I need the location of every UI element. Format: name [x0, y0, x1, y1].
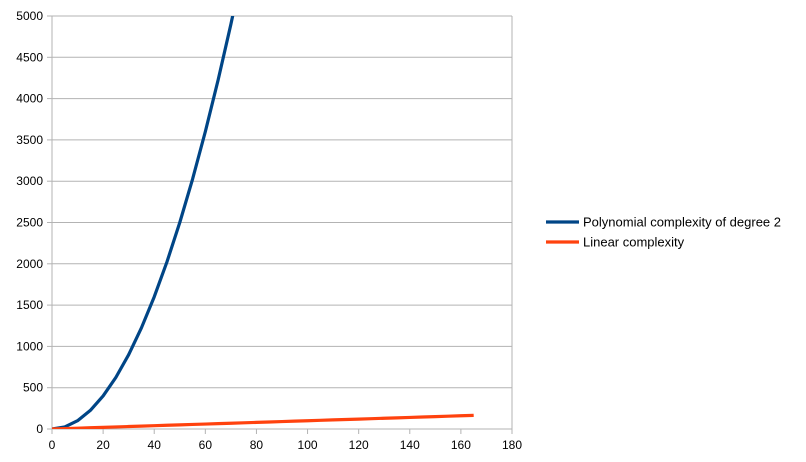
y-tick-label: 4000: [16, 92, 43, 106]
series-line-linear: [52, 415, 474, 429]
y-tick-label: 2500: [16, 216, 43, 230]
y-tick-label: 3000: [16, 174, 43, 188]
y-tick-labels: 0 500 1000 1500 2000 2500 3000 3500 4000 4500 5000: [16, 9, 43, 436]
x-tick-label: 100: [298, 438, 318, 452]
legend-label-linear: Linear complexity: [583, 235, 685, 250]
x-tick-label: 40: [148, 438, 162, 452]
x-tick-label: 80: [250, 438, 264, 452]
legend-label-polynomial: Polynomial complexity of degree 2: [583, 215, 781, 230]
y-tick-label: 1000: [16, 339, 43, 353]
y-tick-label: 2000: [16, 257, 43, 271]
x-tick-label: 180: [502, 438, 522, 452]
series-group: [52, 0, 474, 429]
y-tick-label: 0: [36, 422, 43, 436]
y-tick-label: 1500: [16, 298, 43, 312]
y-tick-label: 5000: [16, 9, 43, 23]
x-tick-label: 140: [400, 438, 420, 452]
x-tick-label: 160: [451, 438, 471, 452]
y-tick-label: 500: [23, 381, 43, 395]
series-line-polynomial: [52, 0, 474, 429]
x-tick-label: 0: [49, 438, 56, 452]
x-tick-label: 20: [96, 438, 110, 452]
x-tick-label: 60: [199, 438, 213, 452]
y-tick-label: 3500: [16, 133, 43, 147]
x-tick-labels: 0 20 40 60 80 100 120 140 160 180: [49, 438, 523, 452]
legend: Polynomial complexity of degree 2 Linear …: [546, 215, 781, 250]
x-tick-label: 120: [349, 438, 369, 452]
y-tick-label: 4500: [16, 50, 43, 64]
axes: [47, 16, 512, 434]
